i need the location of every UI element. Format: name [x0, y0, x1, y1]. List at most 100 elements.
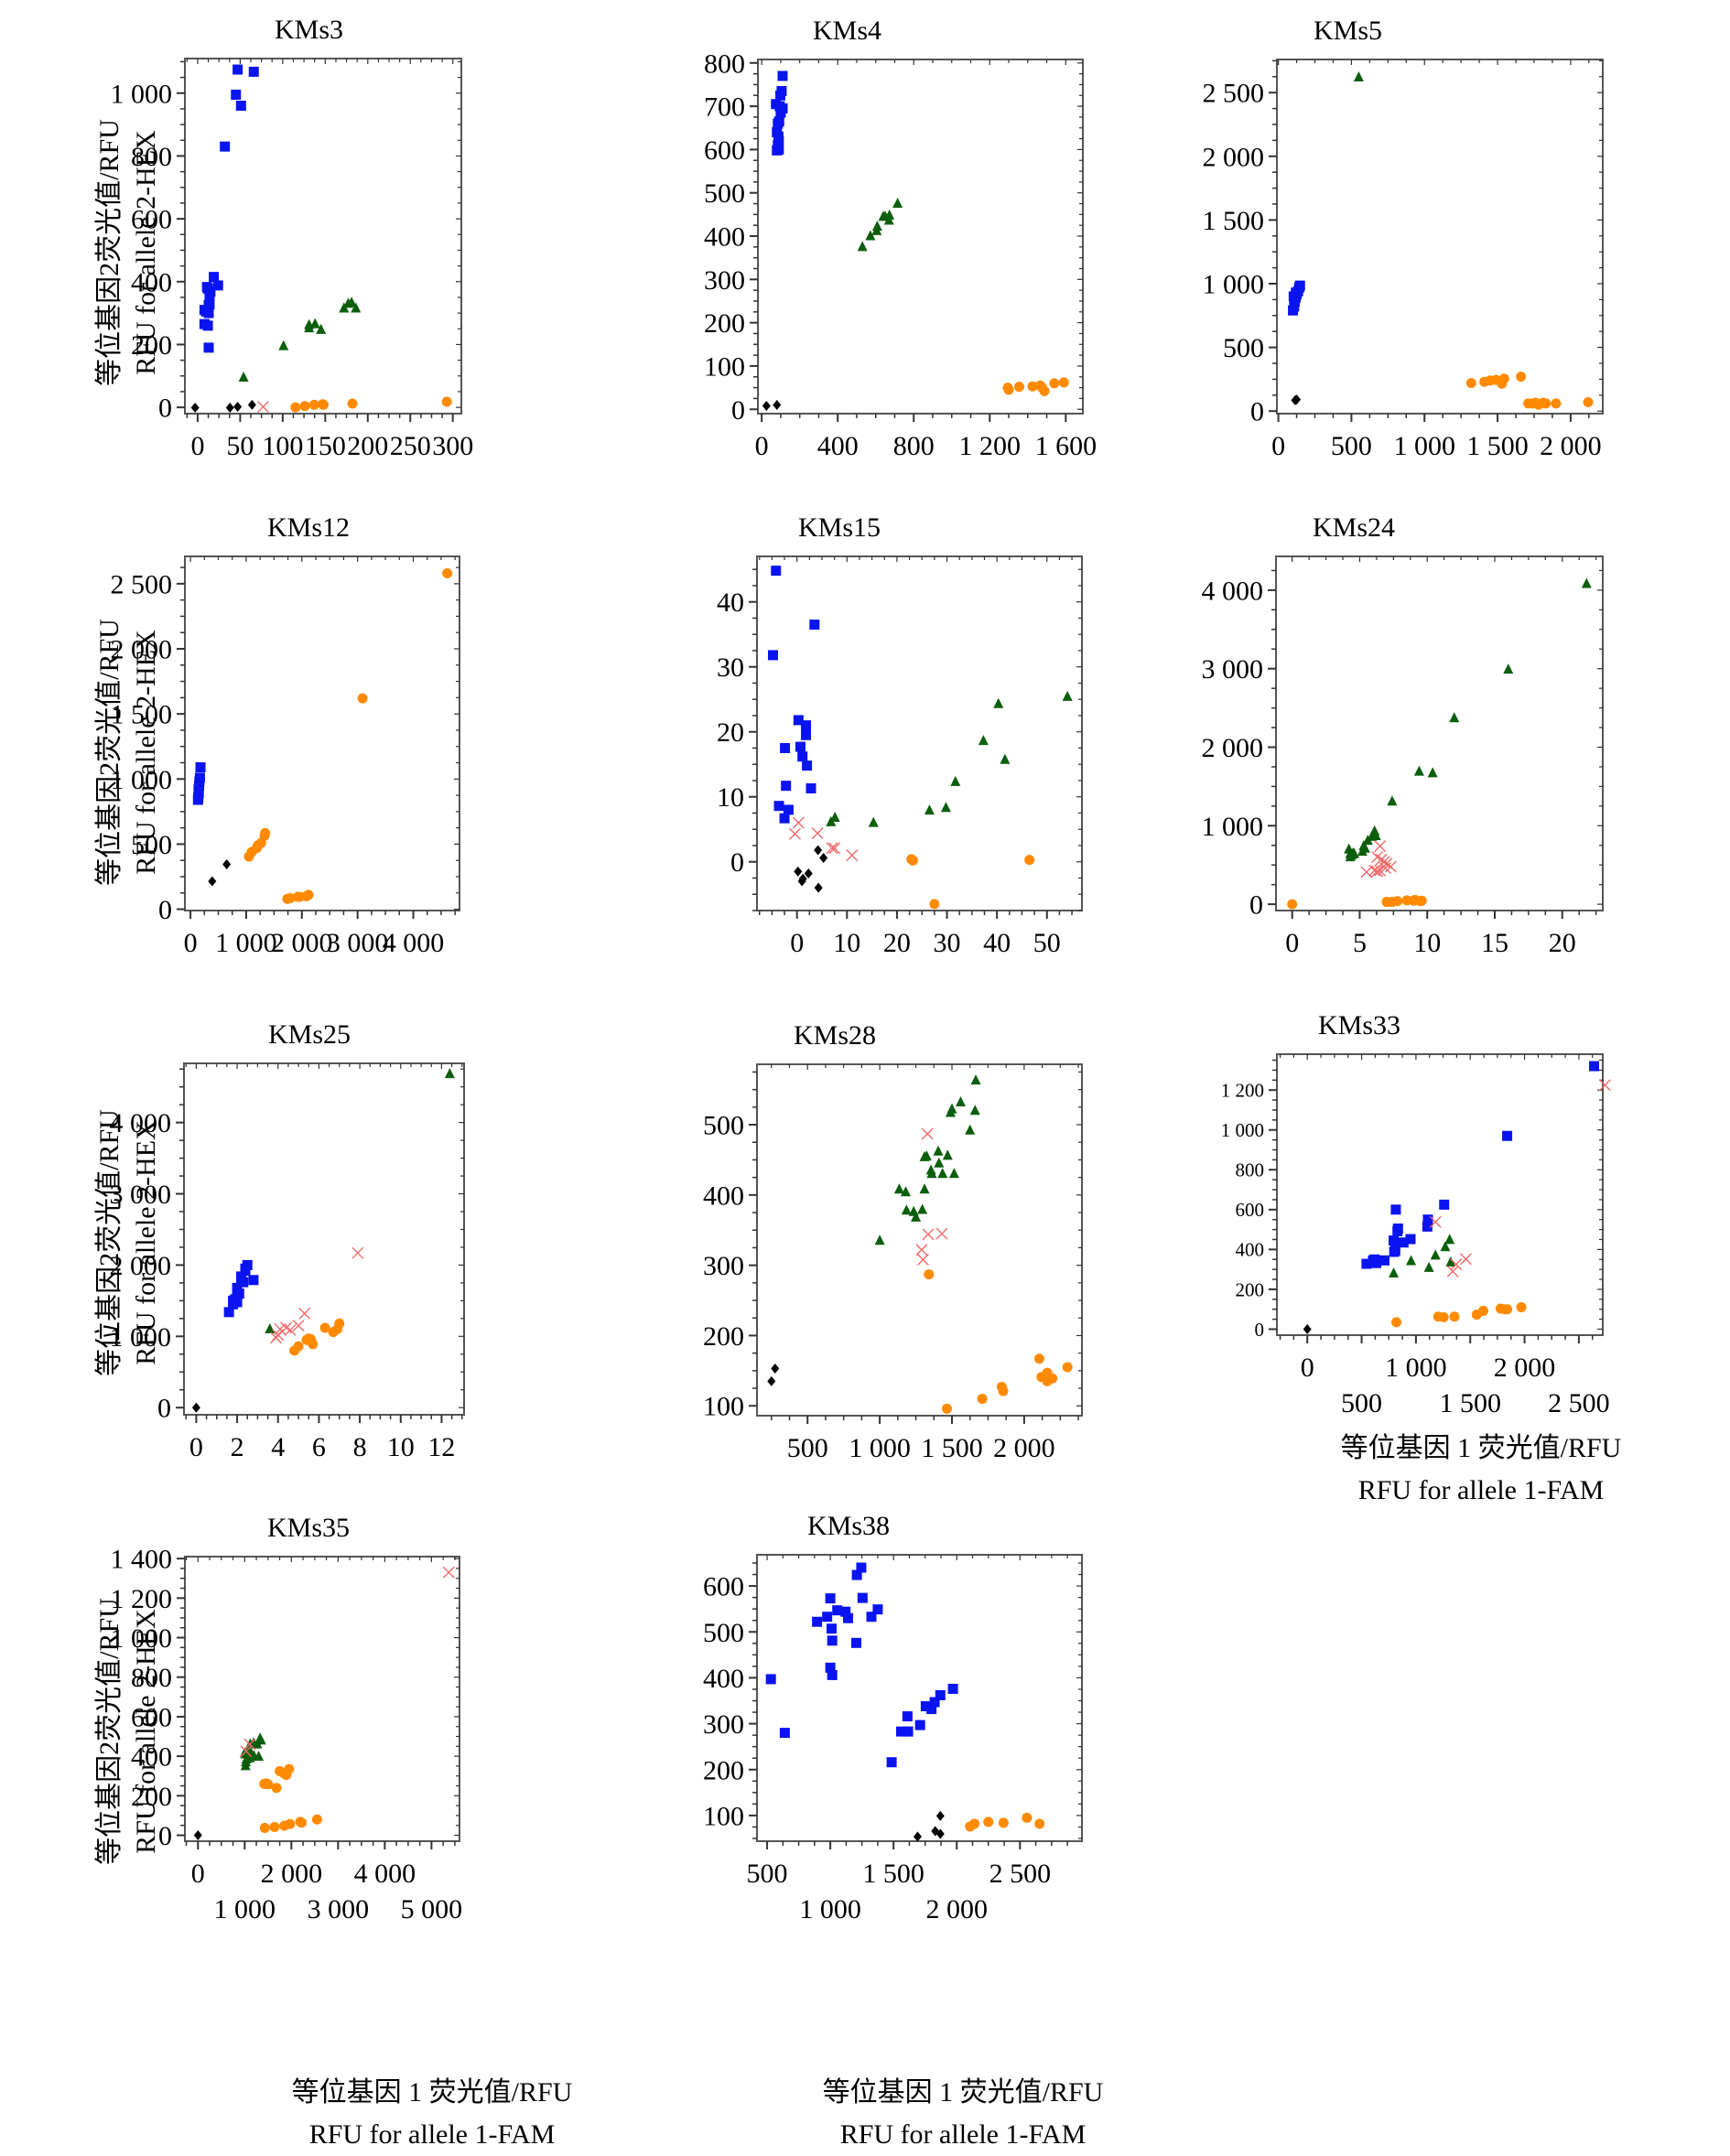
data-point-allele1 [998, 1817, 1009, 1828]
data-point-allele2 [209, 272, 220, 283]
data-point-allele1 [347, 398, 358, 409]
x-axis-label-cn: 等位基因 1 荧光值/RFU [822, 2077, 1104, 2107]
data-point-undetermined [1429, 1215, 1442, 1228]
data-point-allele2 [856, 1562, 867, 1573]
y-tick-label: 200 [704, 308, 745, 339]
plot-frame [183, 1062, 465, 1416]
x-tick-label: 2 000 [1540, 431, 1602, 461]
series-allele1 [1002, 377, 1069, 396]
data-point-ntc [1292, 394, 1302, 405]
data-point-het [1062, 690, 1073, 701]
data-point-allele2 [248, 66, 259, 77]
y-tick-label: 1 000 [110, 1322, 172, 1353]
data-point-undetermined [811, 827, 824, 839]
x-tick-label: 12 [427, 1432, 455, 1462]
data-point-het [955, 1095, 966, 1106]
data-point-het [1449, 712, 1460, 723]
y-tick-label: 1 000 [1202, 812, 1264, 842]
data-point-het [911, 1211, 922, 1222]
data-point-het [874, 1234, 885, 1245]
series-ntc [913, 1810, 945, 1842]
plot-frame [756, 1554, 1083, 1842]
data-point-allele2 [1291, 287, 1302, 298]
data-point-allele2 [947, 1683, 958, 1694]
x-tick-label: 1 000 [1393, 431, 1455, 461]
data-point-allele2 [765, 1674, 776, 1685]
data-point-allele1 [1033, 1353, 1044, 1364]
data-point-het [1581, 577, 1592, 588]
y-tick-label: 0 [1250, 397, 1264, 427]
data-point-allele1 [1003, 384, 1014, 395]
data-point-allele1 [1498, 373, 1509, 384]
x-tick-label: 1 000 [849, 1433, 911, 1463]
data-point-het [1349, 847, 1360, 858]
x-tick-label: 2 000 [993, 1433, 1055, 1463]
x-tick-label: 500 [1331, 431, 1372, 461]
data-point-allele2 [826, 1623, 837, 1634]
data-point-allele2 [203, 307, 214, 318]
x-tick-label: 4 000 [354, 1859, 416, 1889]
data-point-allele2 [1398, 1237, 1409, 1248]
data-point-het [309, 318, 320, 329]
data-point-allele2 [920, 1701, 931, 1712]
data-point-ntc [814, 882, 823, 893]
y-tick-label: 1 000 [111, 79, 173, 109]
series-het [1353, 70, 1364, 81]
series-allele1 [1287, 894, 1427, 910]
data-point-allele2 [783, 804, 794, 815]
data-point-het [884, 209, 895, 220]
y-tick-label: 600 [703, 1572, 744, 1602]
data-point-het [265, 1323, 276, 1334]
y-tick-label: 10 [717, 782, 744, 813]
data-point-allele2 [797, 751, 808, 762]
data-point-het [1406, 1255, 1417, 1266]
data-point-allele2 [232, 64, 243, 75]
data-point-allele2 [825, 1662, 836, 1673]
data-point-het [970, 1074, 981, 1085]
data-point-allele1 [924, 1269, 935, 1280]
plot-kms5: KMs5 0 500 1 000 1 500 2 000 0 500 1 000 1 500 2 0… [1203, 16, 1604, 461]
x-tick-label: 2 000 [925, 1894, 988, 1924]
data-point-allele1 [263, 1779, 274, 1790]
x-tick-label: 2 000 [1494, 1353, 1556, 1383]
x-axis-label-kms33: 等位基因 1 荧光值/RFU RFU for allele 1-FAM [1280, 1428, 1682, 1512]
data-point-allele1 [1013, 382, 1024, 393]
plot-frame [756, 555, 1083, 911]
x-tick-label: 5 000 [401, 1894, 463, 1924]
data-point-allele1 [1477, 1305, 1488, 1316]
y-tick-label: 2 000 [111, 635, 173, 665]
series-ntc [1303, 1323, 1312, 1334]
plot-title: KMs4 [813, 16, 881, 46]
data-point-allele1 [983, 1816, 994, 1827]
data-point-het [868, 816, 879, 827]
x-tick-label: 4 000 [383, 928, 445, 958]
data-point-ntc [804, 868, 813, 879]
y-tick-label: 300 [704, 265, 745, 296]
series-ntc [190, 399, 256, 413]
data-point-allele2 [1294, 280, 1305, 291]
data-point-undetermined [846, 849, 859, 862]
data-point-allele2 [195, 761, 206, 772]
y-tick-label: 1 500 [111, 700, 173, 730]
x-axis-label-en: RFU for allele 1-FAM [308, 2119, 556, 2150]
y-axis-label-row2: 等位基因2荧光值/RFU RFU for allele 2-HEX [92, 569, 165, 935]
series-het [1344, 577, 1592, 862]
data-point-allele1 [1287, 899, 1298, 910]
data-point-het [444, 1068, 455, 1079]
y-tick-label: 1 000 [1203, 270, 1265, 300]
data-point-allele2 [774, 90, 785, 101]
plot-title: KMs28 [794, 1020, 876, 1051]
data-point-het [865, 230, 876, 241]
data-point-allele2 [812, 1616, 823, 1627]
data-point-allele1 [1541, 398, 1552, 409]
data-point-undetermined [1360, 866, 1373, 879]
y-axis-label-en: RFU for allele 2-HEX [131, 1120, 161, 1365]
data-point-ntc [247, 399, 256, 410]
data-point-allele1 [357, 693, 368, 704]
data-point-allele1 [1391, 1317, 1402, 1328]
plot-title: KMs35 [267, 1513, 350, 1543]
data-point-allele1 [271, 1783, 282, 1794]
data-point-allele1 [441, 396, 452, 407]
